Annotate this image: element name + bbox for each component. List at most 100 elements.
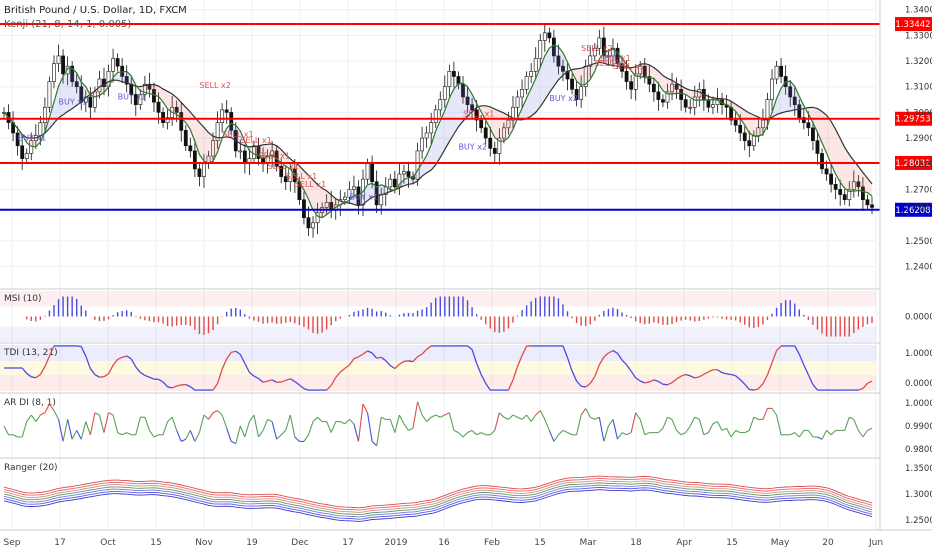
candle-body — [52, 63, 56, 82]
tdi-line — [258, 377, 264, 383]
cloud-segment — [531, 78, 536, 117]
tdi-line — [135, 366, 141, 373]
ardi-line — [135, 417, 141, 435]
ardi-line — [262, 419, 269, 431]
ardi-line — [217, 410, 223, 416]
level-price-label: 1.29753 — [895, 115, 930, 125]
candle-body — [765, 99, 770, 121]
ardi-line — [789, 432, 795, 436]
x-tick-label: 15 — [726, 538, 737, 548]
cloud-segment — [640, 63, 645, 78]
ardi-line — [539, 410, 546, 420]
panel-label: Ranger (20) — [4, 463, 58, 473]
candle-body — [374, 181, 379, 206]
candle-body — [497, 137, 502, 154]
ardi-line — [544, 419, 550, 431]
slow-line — [3, 61, 873, 207]
ardi-line — [744, 429, 750, 434]
panel-tick-label: 0.98000 — [905, 445, 932, 455]
ardi-line — [376, 417, 382, 446]
cloud-segment — [422, 155, 427, 177]
panel-tick-label: 0.00000 — [905, 379, 932, 389]
candle-body — [520, 88, 524, 98]
tdi-line — [739, 379, 746, 385]
tdi-line — [389, 365, 396, 370]
cloud-segment — [444, 98, 450, 150]
candle-body — [211, 140, 215, 157]
candle-body — [124, 76, 129, 85]
tdi-line — [76, 345, 82, 348]
ardi-line — [862, 430, 868, 438]
tdi-lower-band — [0, 374, 876, 391]
cloud-segment — [553, 45, 559, 87]
cloud-segment — [762, 119, 768, 134]
ardi-line — [185, 430, 191, 440]
ardi-line — [435, 414, 441, 418]
signal-label: BUY x1 — [18, 134, 47, 143]
candle-body — [74, 81, 79, 88]
candle-body — [683, 99, 688, 108]
ardi-line — [676, 430, 682, 436]
ardi-line — [353, 423, 360, 442]
tdi-line — [589, 376, 596, 384]
cloud-segment — [126, 71, 132, 85]
ardi-line — [562, 429, 568, 434]
tdi-line — [99, 375, 105, 378]
level-price-tag — [895, 111, 932, 126]
cloud-segment — [231, 123, 236, 141]
ardi-line — [807, 430, 814, 438]
candle-body — [524, 76, 529, 90]
ardi-line — [503, 416, 509, 420]
candle-body — [452, 71, 456, 77]
tdi-line — [126, 355, 132, 360]
tdi-line — [726, 373, 732, 376]
candle-body — [806, 122, 811, 129]
candle-body — [92, 91, 97, 108]
ardi-line — [508, 414, 514, 420]
tdi-line — [294, 381, 300, 386]
tdi-line — [326, 385, 332, 391]
ardi-line — [512, 414, 518, 418]
candle-body — [592, 47, 597, 57]
indicator-panel-backgrounds — [0, 291, 876, 391]
cloud-segment — [263, 144, 268, 159]
ardi-line — [707, 423, 714, 433]
ardi-line — [103, 412, 110, 433]
cloud-segment — [258, 144, 264, 159]
tdi-line — [521, 345, 528, 356]
candle-body — [801, 117, 806, 123]
signal-label: BUY x1 — [349, 193, 378, 202]
ardi-line — [826, 430, 832, 436]
level-price-tag — [895, 202, 932, 217]
candle-body — [424, 132, 429, 139]
panel-tick-label: 1.00000 — [905, 349, 932, 359]
cloud-segment — [603, 50, 609, 65]
ranger-band-line — [3, 489, 873, 522]
tdi-line — [189, 386, 196, 391]
ardi-line — [235, 425, 241, 444]
tdi-line — [662, 383, 668, 386]
tdi-line — [403, 360, 409, 363]
candle-body — [183, 130, 188, 147]
horizontal-levels[interactable]: 1.33442 1.29753 1.28031 1.26208 — [0, 17, 932, 217]
ardi-line — [126, 432, 132, 436]
cloud-segment — [835, 129, 841, 183]
panel-tick-label: 1.00000 — [905, 399, 932, 409]
tdi-line — [630, 370, 637, 379]
ardi-line — [230, 440, 237, 445]
ardi-line — [753, 416, 759, 420]
ardi-line — [444, 412, 450, 416]
level-price-tag — [895, 17, 932, 32]
tdi-line — [676, 375, 682, 380]
cloud-segment — [581, 66, 586, 86]
candle-body — [406, 171, 411, 177]
tdi-line — [408, 360, 414, 363]
x-tick-label: Mar — [580, 538, 597, 548]
panel-tick-label: 1.25000 — [905, 516, 932, 526]
candle-body — [674, 83, 679, 90]
candle-body — [642, 65, 647, 77]
ardi-line — [698, 419, 705, 435]
candle-body — [370, 163, 375, 183]
candle-body — [824, 168, 829, 175]
